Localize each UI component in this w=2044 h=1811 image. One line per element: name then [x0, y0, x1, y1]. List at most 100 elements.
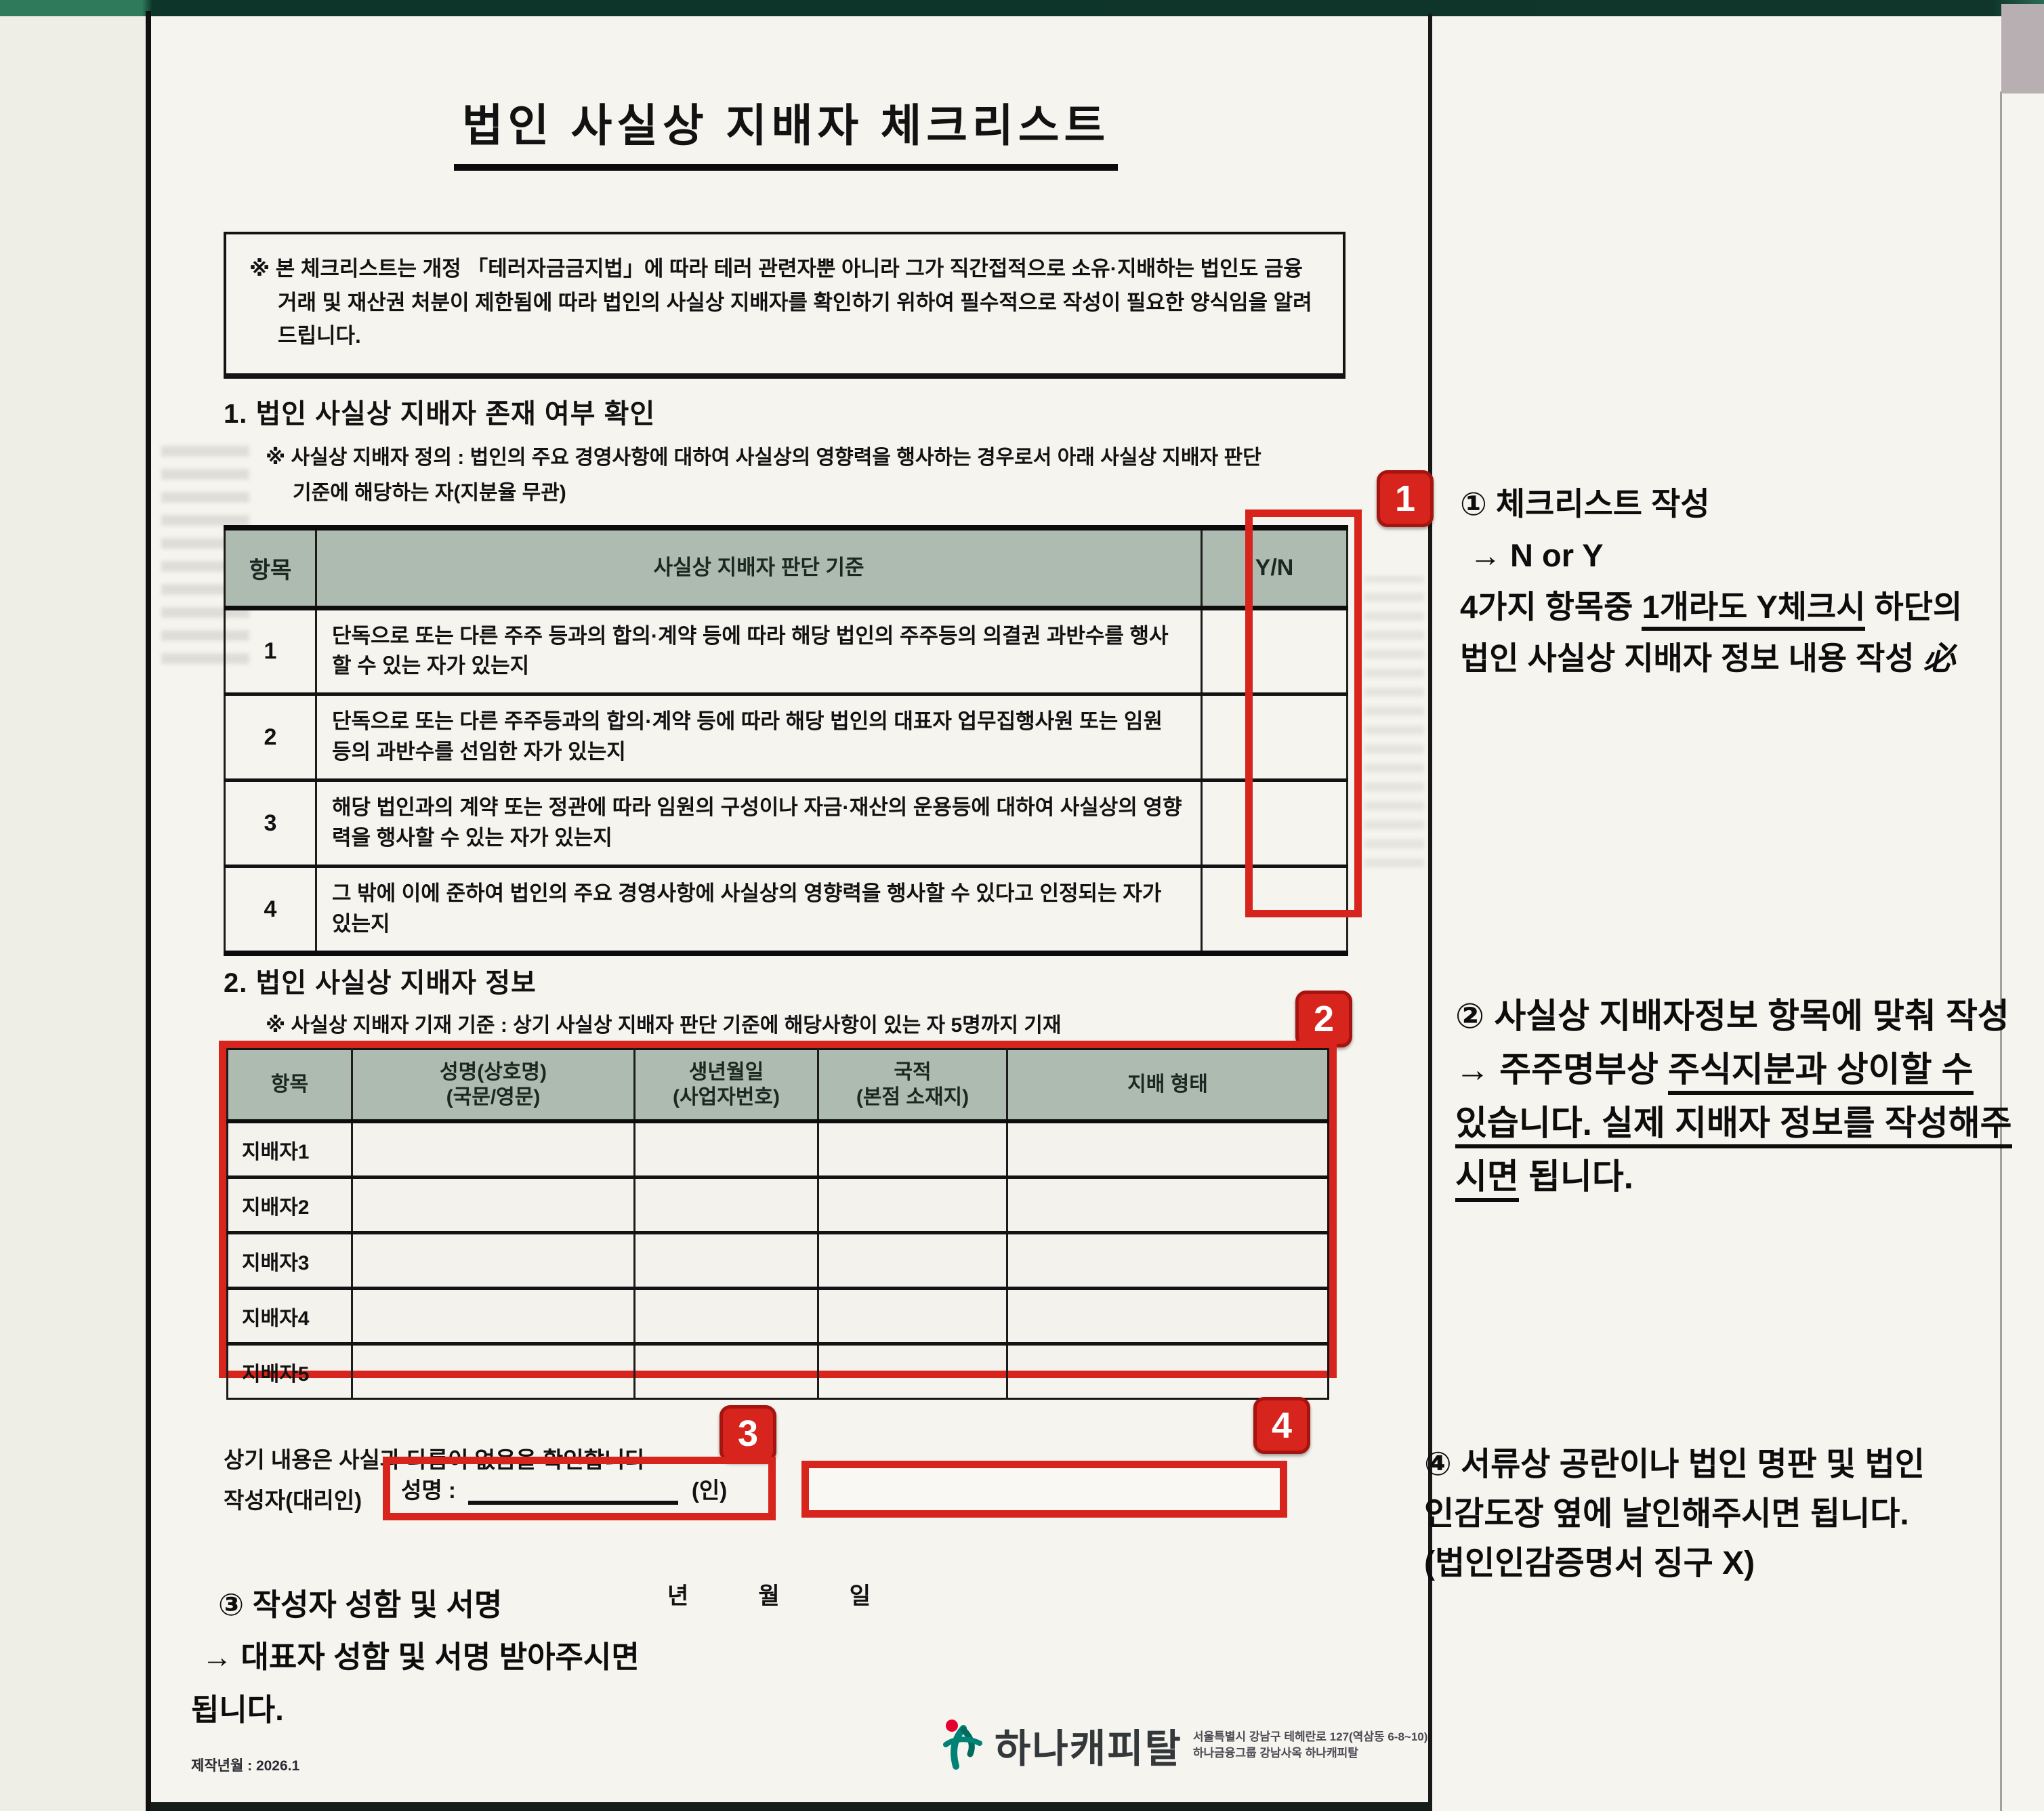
- controller-row: 지배자2: [226, 1175, 1329, 1233]
- col-header-birth-line2: (사업자번호): [673, 1086, 780, 1108]
- date-day-label: 일: [849, 1583, 871, 1609]
- col-header-nat-line2: (본점 소재지): [856, 1086, 969, 1108]
- criteria-table-header-row: 항목 사실상 지배자 판단 기준 Y/N: [224, 528, 1348, 610]
- criteria-row-number: 4: [224, 865, 316, 953]
- hana-capital-logo: 하나캐피탈 서울특별시 강남구 테헤란로 127(역삼동 6-8~10) 하나금…: [940, 1717, 1427, 1774]
- annotation-line: 시면 됩니다.: [1455, 1150, 2044, 1203]
- annotation-badge-2: 2: [1295, 991, 1352, 1047]
- birth-cell: [633, 1342, 818, 1399]
- birth-cell: [633, 1119, 818, 1178]
- controller-table-header-row: 항목 성명(상호명) (국문/영문) 생년월일 (사업자번호) 국적 (본점 소…: [226, 1049, 1329, 1123]
- birth-cell: [633, 1231, 818, 1289]
- page-fold-line: [1428, 14, 1432, 1811]
- annotation-underlined-text: 1개라도 Y체크시: [1642, 589, 1866, 631]
- criteria-row: 1 단독으로 또는 다른 주주 등과의 합의·계약 등에 따라 해당 법인의 주…: [224, 606, 1348, 694]
- controller-row-label: 지배자2: [226, 1175, 352, 1233]
- col-header-yn: Y/N: [1201, 528, 1348, 610]
- annotation-badge-4: 4: [1253, 1397, 1310, 1454]
- name-cell: [351, 1175, 635, 1233]
- criteria-row-number: 2: [224, 692, 316, 780]
- controller-info-highlight-box: 항목 성명(상호명) (국문/영문) 생년월일 (사업자번호) 국적 (본점 소…: [219, 1041, 1337, 1400]
- annotation-text: 하단의: [1865, 589, 1963, 625]
- criteria-row-number: 1: [224, 606, 316, 694]
- annotation-line: 4가지 항목중 1개라도 Y체크시 하단의: [1460, 581, 2036, 633]
- annotation-line: ② 사실상 지배자정보 항목에 맞춰 작성: [1455, 997, 2009, 1035]
- date-month-label: 월: [758, 1583, 780, 1609]
- annotation-line: (법인인감증명서 징구 X): [1424, 1545, 1755, 1581]
- nationality-cell: [817, 1342, 1007, 1399]
- writer-label: 작성자(대리인): [224, 1488, 362, 1513]
- annotation-text: 법인 사실상 지배자 정보 내용 작성: [1460, 640, 1923, 677]
- annotation-line: 있습니다. 실제 지배자 정보를 작성해주: [1455, 1096, 2044, 1150]
- document-title: 법인 사실상 지배자 체크리스트: [453, 89, 1119, 171]
- yn-column-highlight-box: [1245, 509, 1362, 917]
- nationality-cell: [817, 1287, 1007, 1344]
- notice-text: ※ 본 체크리스트는 개정 「테러자금금지법」에 따라 테러 관련자뿐 아니라 …: [249, 257, 1312, 348]
- name-cell: [351, 1119, 635, 1178]
- annotation-line: ③ 작성자 성함 및 서명: [218, 1587, 503, 1622]
- section2-note: ※ 사실상 지배자 기재 기준 : 상기 사실상 지배자 판단 기준에 해당사항…: [266, 1014, 1062, 1037]
- scan-left-margin: [0, 16, 146, 1811]
- document-title-row: 법인 사실상 지배자 체크리스트: [224, 89, 1348, 171]
- annotation-underlined-text: 주식지분과 상이할 수: [1667, 1050, 1974, 1096]
- annotation-text: 4가지 항목중: [1460, 589, 1642, 625]
- annotation-note-4: ④ 서류상 공란이나 법인 명판 및 법인 인감도장 옆에 날인해주시면 됩니다…: [1424, 1440, 2027, 1589]
- col-header-birth-line1: 생년월일: [688, 1060, 764, 1083]
- controller-info-table: 항목 성명(상호명) (국문/영문) 생년월일 (사업자번호) 국적 (본점 소…: [226, 1048, 1329, 1400]
- nationality-cell: [817, 1175, 1007, 1233]
- col-header-birth: 생년월일 (사업자번호): [633, 1049, 818, 1123]
- bleedthrough-smudge: [1364, 576, 1424, 867]
- criteria-row-number: 3: [224, 778, 316, 867]
- col-header-item: 항목: [226, 1049, 352, 1123]
- page-right-edge-line: [2000, 91, 2002, 1811]
- criteria-row: 3 해당 법인과의 계약 또는 정관에 따라 임원의 구성이나 자금·재산의 운…: [224, 778, 1348, 867]
- annotation-badge-3: 3: [719, 1405, 776, 1462]
- col-header-name-line2: (국문/영문): [446, 1086, 541, 1108]
- criteria-row: 2 단독으로 또는 다른 주주등과의 합의·계약 등에 따라 해당 법인의 대표…: [224, 692, 1348, 780]
- footer-address: 서울특별시 강남구 테헤란로 127(역삼동 6-8~10) 하나금융그룹 강남…: [1193, 1729, 1428, 1762]
- scan-bottom-edge: [150, 1802, 1432, 1811]
- annotation-text: 됩니다.: [1518, 1157, 1633, 1196]
- annotation-line: → 대표자 성함 및 서명 받아주시면: [202, 1640, 640, 1675]
- annotation-note-2: ② 사실상 지배자정보 항목에 맞춰 작성 → 주주명부상 주식지분과 상이할 …: [1455, 989, 2044, 1203]
- annotation-line: ④ 서류상 공란이나 법인 명판 및 법인: [1424, 1446, 1925, 1482]
- nationality-cell: [817, 1119, 1007, 1178]
- col-header-name-line1: 성명(상호명): [440, 1060, 547, 1083]
- birth-cell: [633, 1287, 818, 1344]
- annotation-emphasis-text: 必: [1923, 640, 1955, 677]
- name-cell: [351, 1231, 635, 1289]
- yn-cell: [1201, 778, 1348, 867]
- control-type-cell: [1006, 1175, 1329, 1233]
- col-header-nat-line1: 국적: [894, 1060, 932, 1083]
- annotation-note-3: ③ 작성자 성함 및 서명 → 대표자 성함 및 서명 받아주시면 됩니다.: [191, 1579, 733, 1736]
- name-cell: [351, 1342, 635, 1399]
- notice-box: ※ 본 체크리스트는 개정 「테러자금금지법」에 따라 테러 관련자뿐 아니라 …: [224, 232, 1346, 379]
- annotation-line: 인감도장 옆에 날인해주시면 됩니다.: [1424, 1495, 1909, 1532]
- annotation-underlined-text: 시면: [1455, 1157, 1519, 1203]
- section1-note-line1: ※ 사실상 지배자 정의 : 법인의 주요 경영사항에 대하여 사실상의 영향력…: [266, 446, 1261, 469]
- controller-row: 지배자3: [226, 1231, 1329, 1289]
- date-year-label: 년: [667, 1583, 689, 1609]
- col-header-name: 성명(상호명) (국문/영문): [351, 1049, 635, 1123]
- controller-row-label: 지배자3: [226, 1231, 352, 1289]
- controller-row: 지배자5: [226, 1342, 1329, 1399]
- hana-logo-icon: [940, 1718, 985, 1774]
- seal-area-highlight-box: [801, 1461, 1287, 1518]
- annotation-line: → N or Y: [1469, 537, 1604, 574]
- criteria-row-text: 해당 법인과의 계약 또는 정관에 따라 임원의 구성이나 자금·재산의 운용등…: [315, 778, 1202, 867]
- controller-row: 지배자1: [226, 1119, 1329, 1178]
- controller-row: 지배자4: [226, 1287, 1329, 1344]
- annotation-line: ① 체크리스트 작성: [1460, 486, 1710, 522]
- hana-logo-text: 하나캐피탈: [995, 1727, 1182, 1771]
- scan-corner-shadow: [2001, 4, 2044, 93]
- col-header-control-type: 지배 형태: [1006, 1049, 1329, 1123]
- controller-row-label: 지배자4: [226, 1287, 352, 1344]
- yn-cell: [1201, 865, 1348, 953]
- name-cell: [351, 1287, 635, 1344]
- control-type-cell: [1006, 1342, 1329, 1399]
- footer-address-line1: 서울특별시 강남구 테헤란로 127(역삼동 6-8~10): [1192, 1730, 1428, 1744]
- footer-address-line2: 하나금융그룹 강남사옥 하나캐피탈: [1192, 1747, 1358, 1760]
- annotation-note-1: ① 체크리스트 작성 → N or Y 4가지 항목중 1개라도 Y체크시 하단…: [1460, 478, 2036, 685]
- signature-blank-line: [467, 1472, 678, 1505]
